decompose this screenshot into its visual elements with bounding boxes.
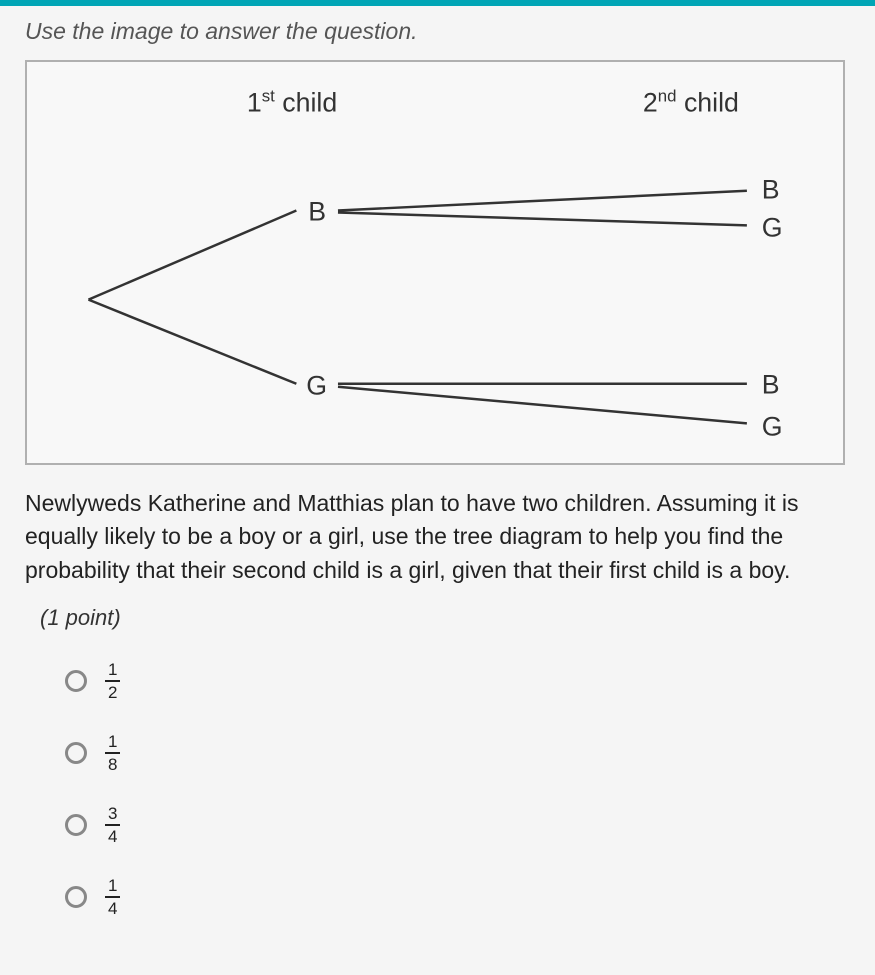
option-3-den: 4: [108, 898, 117, 917]
option-3-fraction: 1 4: [105, 877, 120, 917]
edge-b-g: [338, 212, 747, 225]
option-1[interactable]: 1 8: [65, 733, 850, 773]
option-2-num: 3: [105, 805, 120, 826]
option-2[interactable]: 3 4: [65, 805, 850, 845]
options-group: 1 2 1 8 3 4 1 4: [25, 661, 850, 917]
node-level2-bg: G: [762, 212, 783, 242]
option-0-den: 2: [108, 682, 117, 701]
node-level1-g: G: [306, 371, 327, 401]
option-1-den: 8: [108, 754, 117, 773]
edge-root-b: [88, 211, 296, 300]
edge-g-g: [338, 387, 747, 424]
instruction-text: Use the image to answer the question.: [25, 18, 850, 45]
header-first-child: 1st child: [247, 87, 337, 118]
option-3-num: 1: [105, 877, 120, 898]
question-text: Newlyweds Katherine and Matthias plan to…: [25, 487, 845, 587]
option-0-num: 1: [105, 661, 120, 682]
option-0[interactable]: 1 2: [65, 661, 850, 701]
radio-icon: [65, 670, 87, 692]
radio-icon: [65, 742, 87, 764]
option-2-den: 4: [108, 826, 117, 845]
node-level2-gb: B: [762, 370, 780, 400]
content-container: Use the image to answer the question. 1s…: [0, 6, 875, 961]
option-1-num: 1: [105, 733, 120, 754]
points-label: (1 point): [25, 605, 850, 631]
edge-root-g: [88, 300, 296, 384]
option-1-fraction: 1 8: [105, 733, 120, 773]
header-second-child: 2nd child: [643, 87, 739, 118]
option-3[interactable]: 1 4: [65, 877, 850, 917]
radio-icon: [65, 886, 87, 908]
option-0-fraction: 1 2: [105, 661, 120, 701]
node-level2-gg: G: [762, 411, 783, 441]
tree-diagram-svg: 1st child 2nd child B G B G B G: [27, 62, 843, 463]
node-level1-b: B: [308, 196, 326, 226]
option-2-fraction: 3 4: [105, 805, 120, 845]
radio-icon: [65, 814, 87, 836]
tree-diagram-box: 1st child 2nd child B G B G B G: [25, 60, 845, 465]
edge-b-b: [338, 191, 747, 211]
node-level2-bb: B: [762, 175, 780, 205]
